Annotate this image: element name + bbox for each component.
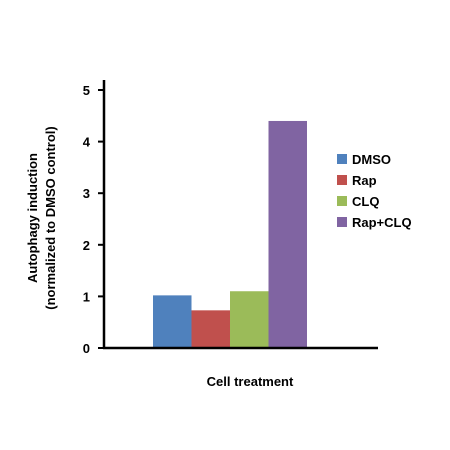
y-tick-label: 5 [83, 83, 90, 98]
legend-label: CLQ [352, 194, 379, 209]
legend-swatch [337, 217, 347, 227]
y-tick-label: 2 [83, 238, 90, 253]
legend-swatch [337, 196, 347, 206]
legend-swatch [337, 175, 347, 185]
legend-label: Rap [352, 173, 377, 188]
x-axis-title: Cell treatment [207, 374, 294, 389]
legend-swatch [337, 154, 347, 164]
y-tick-label: 1 [83, 289, 90, 304]
legend-label: Rap+CLQ [352, 215, 412, 230]
y-axis-title-line2: (normalized to DMSO control) [43, 126, 58, 309]
legend: DMSO Rap CLQ Rap+CLQ [337, 152, 412, 230]
bar-dmso [153, 295, 192, 348]
bar-rap-clq [268, 120, 307, 349]
y-tick-label: 0 [83, 341, 90, 356]
y-ticks-group [98, 89, 104, 349]
bars-group [153, 120, 307, 349]
y-axis-title-line1: Autophagy induction [25, 153, 40, 283]
bar-clq [230, 291, 269, 348]
bar-rap [191, 310, 230, 348]
legend-label: DMSO [352, 152, 391, 167]
y-tick-label: 3 [83, 186, 90, 201]
y-tick-labels-group: 0 1 2 3 4 5 [83, 83, 91, 356]
y-tick-label: 4 [83, 135, 91, 150]
